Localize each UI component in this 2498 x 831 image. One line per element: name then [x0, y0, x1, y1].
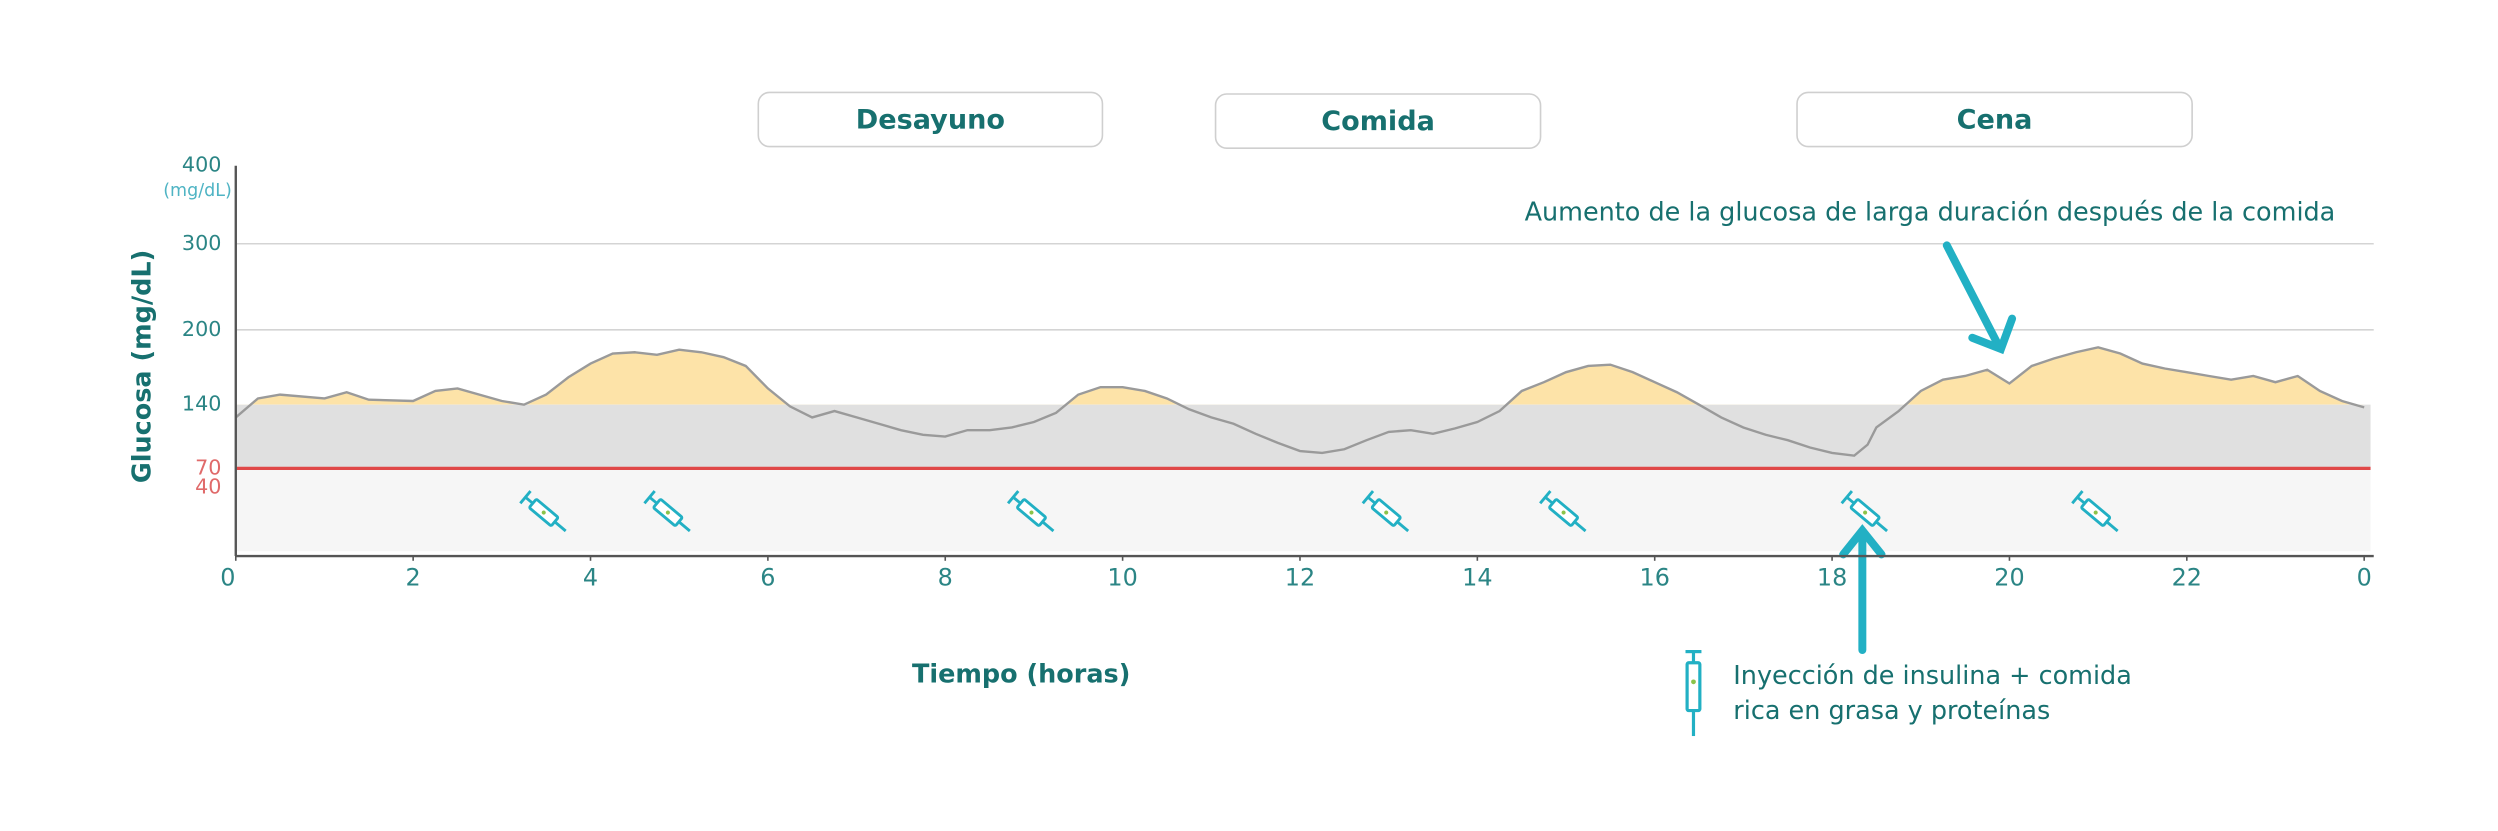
syringe-needle: [2105, 520, 2119, 533]
syringe-needle: [1041, 520, 1055, 533]
syringe-dot: [1863, 510, 1868, 515]
annotation-arrow: [1942, 241, 2017, 355]
injection-label: Inyección de insulina + comida: [1733, 661, 2132, 691]
meal-label: Desayuno: [856, 105, 1005, 136]
syringe-handle: [2071, 490, 2084, 505]
y-tick-label: 300: [182, 231, 222, 255]
injection-label: rica en grasa y proteínas: [1733, 696, 2050, 726]
y-tick-label: 200: [182, 317, 222, 341]
x-tick-label: 22: [2172, 563, 2202, 591]
x-tick-label: 14: [1462, 563, 1492, 591]
syringe-stem: [648, 496, 658, 505]
x-tick-label: 2: [406, 563, 421, 591]
low-band: [235, 468, 2371, 552]
x-tick-label: 8: [938, 563, 953, 591]
syringe-stem: [2076, 496, 2086, 505]
syringe-needle: [1396, 520, 1410, 533]
syringe-dot: [1561, 510, 1566, 515]
x-tick-label: 16: [1640, 563, 1670, 591]
syringe-handle: [1361, 490, 1375, 505]
y-tick-label: 40: [195, 475, 221, 499]
meal-label: Comida: [1321, 106, 1435, 137]
injection-marker: [643, 490, 691, 533]
injection-marker: [519, 490, 567, 533]
x-tick-label: 10: [1107, 563, 1137, 591]
bands: [235, 242, 2374, 552]
meal-box: [757, 91, 1104, 148]
injection-marker: [1006, 490, 1055, 533]
x-tick-label: 12: [1285, 563, 1315, 591]
injection-arrow: [1839, 524, 1886, 654]
x-tick-label: 20: [1994, 563, 2024, 591]
syringe-stem: [1012, 496, 1022, 505]
meal-boxes: Desayuno Comida Cena: [757, 91, 2193, 149]
y-unit: (mg/dL): [163, 181, 232, 201]
y-tick-label: 400: [182, 153, 222, 177]
x-tick-label: 0: [220, 563, 235, 591]
syringe-handle: [1006, 490, 1020, 505]
x-tick-label: 6: [760, 563, 775, 591]
syringe-dot: [1384, 510, 1389, 515]
syringe-dot: [2093, 510, 2098, 515]
target-band: [235, 404, 2371, 469]
injection-marker: [2071, 490, 2119, 533]
y-axis-label: Glucosa (mg/dL): [127, 250, 157, 483]
y-tick-label: 70: [195, 455, 221, 479]
meal-box: [1796, 91, 2193, 148]
injection-legend-icon: [1685, 650, 1702, 737]
x-tick-label: 0: [2357, 563, 2372, 591]
meal-label: Cena: [1957, 105, 2033, 136]
x-tick-label: 18: [1817, 563, 1847, 591]
syringe-stem: [1544, 496, 1554, 505]
glucose-line: [235, 346, 2365, 457]
high-area: [235, 347, 2365, 405]
injection-marker: [1840, 490, 1889, 533]
annotation: Aumento de la glucosa de larga duración …: [1525, 197, 2336, 227]
injection-marker: [1539, 490, 1587, 533]
syringe-dot: [541, 510, 546, 515]
syringe-needle: [1875, 520, 1889, 533]
syringe-dot: [1029, 510, 1034, 515]
y-tick-label: 140: [182, 392, 222, 416]
syringe-dot: [665, 510, 670, 515]
syringe-handle: [643, 490, 656, 505]
syringe-stem: [1366, 496, 1377, 505]
syringe-needle: [1573, 520, 1587, 533]
syringe-stem: [1845, 496, 1856, 505]
injection-marker: [1361, 490, 1410, 533]
syringe-needle: [677, 520, 691, 533]
x-tick-label: 4: [583, 563, 598, 591]
x-axis-label: Tiempo (horas): [912, 659, 1130, 689]
meal-box: [1214, 93, 1542, 149]
syringe-handle: [1539, 490, 1552, 505]
syringe-stem: [524, 496, 534, 505]
syringe-needle: [553, 520, 567, 533]
syringe-handle: [519, 490, 532, 505]
